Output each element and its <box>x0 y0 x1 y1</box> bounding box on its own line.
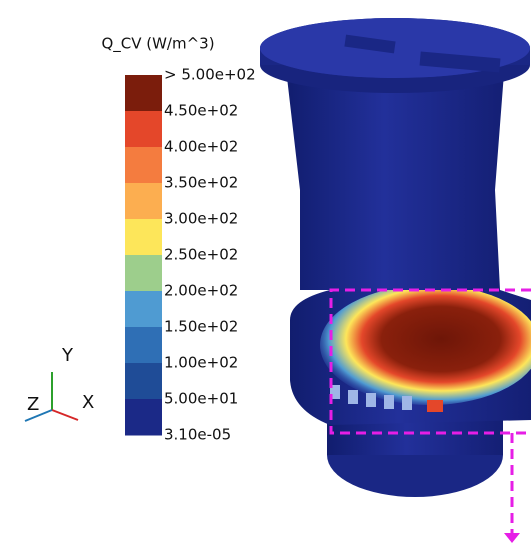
model <box>260 18 531 497</box>
legend-band <box>125 147 162 184</box>
legend-label: 2.00e+02 <box>164 282 238 300</box>
legend-band <box>125 291 162 328</box>
legend-title: Q_CV (W/m^3) <box>101 35 214 54</box>
viewport: Q_CV (W/m^3) > 5.00e+02 4.50e+02 4.00e+02 3… <box>0 0 531 545</box>
legend-label: 5.00e+01 <box>164 390 238 408</box>
legend-band <box>125 219 162 256</box>
legend-band <box>125 111 162 148</box>
legend-band <box>125 363 162 400</box>
legend-label: 1.00e+02 <box>164 354 238 372</box>
legend-label: 3.50e+02 <box>164 174 238 192</box>
axis-label: X <box>82 392 94 413</box>
legend-band <box>125 255 162 292</box>
legend-label: 4.50e+02 <box>164 102 238 120</box>
screenshot: Q_CV (W/m^3) > 5.00e+02 4.50e+02 4.00e+02 3… <box>0 0 531 545</box>
legend-band <box>125 75 162 112</box>
legend-label: 3.00e+02 <box>164 210 238 228</box>
legend-band <box>125 183 162 220</box>
axis-triad: Y X Z <box>25 345 94 421</box>
axis-label: Z <box>27 394 39 415</box>
arrow-head <box>504 533 520 543</box>
legend-band <box>125 399 162 436</box>
legend-label: > 5.00e+02 <box>164 66 256 84</box>
color-legend: Q_CV (W/m^3) > 5.00e+02 4.50e+02 4.00e+02 3… <box>101 35 255 444</box>
legend-label: 4.00e+02 <box>164 138 238 156</box>
axis-label: Y <box>61 345 74 366</box>
legend-band <box>125 327 162 364</box>
legend-label: 1.50e+02 <box>164 318 238 336</box>
legend-label: 3.10e-05 <box>164 426 231 444</box>
legend-label: 2.50e+02 <box>164 246 238 264</box>
